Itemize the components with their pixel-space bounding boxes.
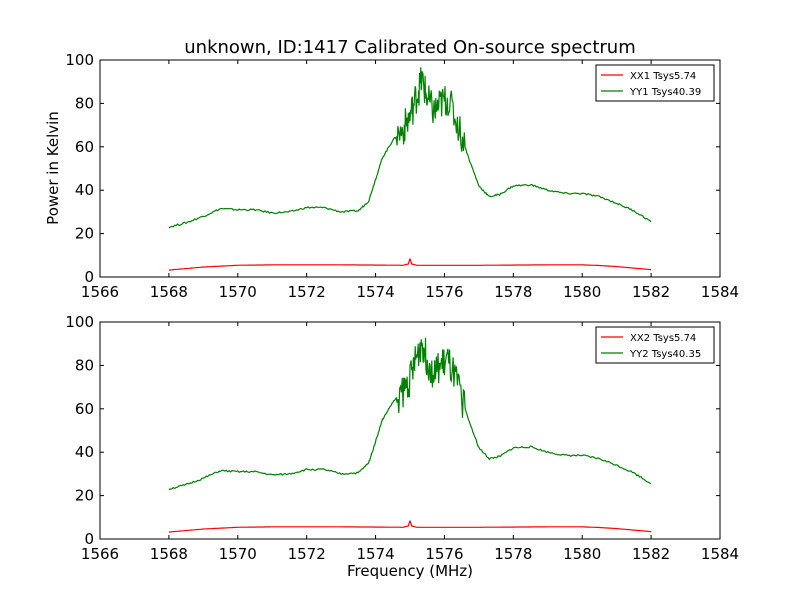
series-line-yy	[168, 337, 652, 491]
x-tick-label: 1572	[288, 283, 326, 301]
y-axis-label: Power in Kelvin	[44, 111, 62, 225]
axes-frame	[99, 59, 721, 278]
legend-label: YY2 Tsys40.35	[629, 349, 701, 360]
legend: XX2 Tsys5.74 YY2 Tsys40.35	[595, 326, 715, 364]
x-tick-label: 1580	[563, 545, 601, 563]
panel-bottom: 1566 1568 1570 1572 1574 1576 1578 1580 1582 1584…	[65, 313, 739, 563]
y-tick-label: 20	[75, 487, 94, 505]
y-tick-label: 0	[84, 530, 94, 548]
y-tick-label: 60	[75, 138, 94, 156]
series-line-yy	[168, 67, 652, 229]
x-tick-label: 1566	[81, 545, 119, 563]
x-tick-label: 1574	[356, 545, 394, 563]
x-tick-label: 1580	[563, 283, 601, 301]
legend-label: YY1 Tsys40.39	[629, 87, 701, 98]
axes-frame	[99, 321, 721, 540]
x-tick-label: 1574	[356, 283, 394, 301]
legend-box	[595, 326, 715, 364]
x-tick-label: 1566	[81, 283, 119, 301]
x-tick-label: 1584	[701, 545, 739, 563]
y-tick-label: 0	[84, 268, 94, 286]
x-tick-label: 1570	[219, 545, 257, 563]
y-tick-label: 80	[75, 356, 94, 374]
x-tick-label: 1582	[632, 545, 670, 563]
x-tick-label: 1578	[494, 283, 532, 301]
legend-label: XX1 Tsys5.74	[630, 71, 696, 82]
legend-label: XX2 Tsys5.74	[630, 333, 696, 344]
y-tick-label: 20	[75, 225, 94, 243]
x-tick-label: 1568	[150, 283, 188, 301]
x-tick-label: 1568	[150, 545, 188, 563]
y-tick-label: 100	[65, 313, 94, 331]
figure-title: unknown, ID:1417 Calibrated On-source sp…	[184, 37, 635, 58]
x-tick-label: 1578	[494, 545, 532, 563]
series-line-xx	[168, 258, 652, 271]
y-tick-label: 80	[75, 94, 94, 112]
y-tick-label: 40	[75, 181, 94, 199]
y-tick-label: 60	[75, 400, 94, 418]
x-tick-label: 1570	[219, 283, 257, 301]
x-tick-label: 1576	[425, 283, 463, 301]
x-tick-label: 1576	[425, 545, 463, 563]
legend: XX1 Tsys5.74 YY1 Tsys40.39	[595, 64, 715, 102]
x-axis-label: Frequency (MHz)	[347, 562, 473, 580]
x-tick-label: 1584	[701, 283, 739, 301]
x-tick-label: 1572	[288, 545, 326, 563]
legend-box	[595, 64, 715, 102]
panel-top: 1566 1568 1570 1572 1574 1576 1578 1580 1582 1584…	[65, 51, 739, 301]
x-tick-label: 1582	[632, 283, 670, 301]
y-tick-label: 100	[65, 51, 94, 69]
series-line-xx	[168, 520, 652, 533]
y-tick-label: 40	[75, 443, 94, 461]
